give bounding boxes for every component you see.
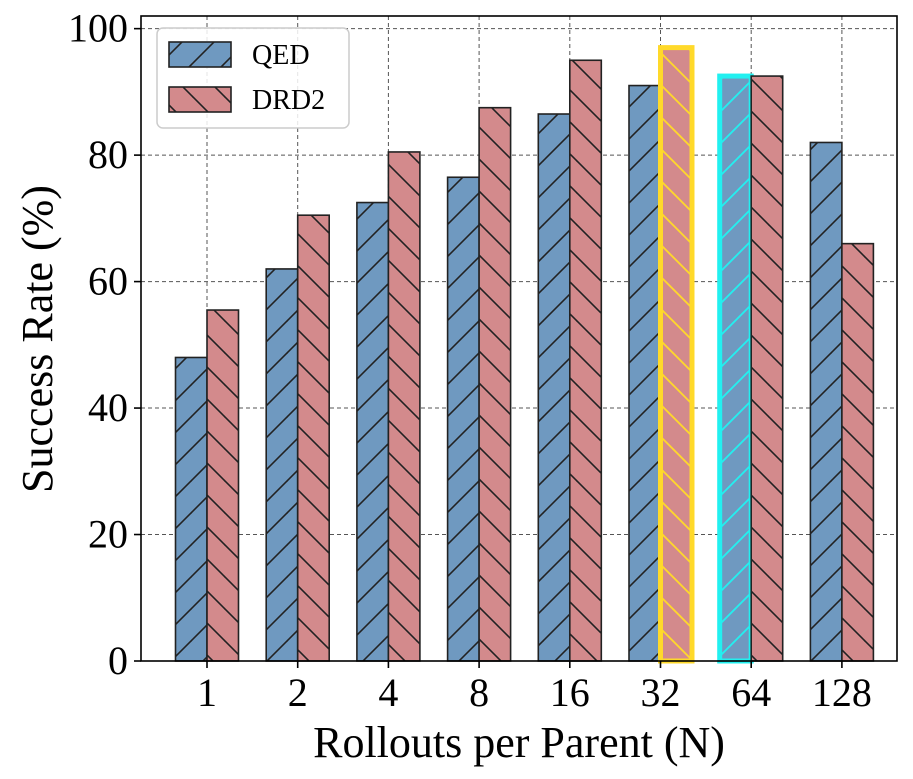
- legend-label-qed: QED: [252, 40, 310, 71]
- plot-frame: [140, 15, 898, 662]
- bar-drd2-64-hatch: [750, 75, 784, 662]
- bar-qed-128-hatch: [809, 141, 843, 662]
- x-tick-label-1: 1: [197, 670, 217, 715]
- bars: [174, 45, 875, 664]
- bar-drd2-16-hatch: [568, 59, 603, 662]
- y-tick-label-80: 80: [88, 132, 128, 177]
- bar-drd2-32-hatch: [658, 45, 695, 664]
- bar-qed-32-hatch: [628, 84, 662, 662]
- y-axis-title: Success Rate (%): [13, 185, 62, 493]
- bar-qed-8-hatch: [446, 176, 480, 662]
- x-tick-label-64: 64: [731, 670, 771, 715]
- bar-drd2-1-hatch: [206, 309, 240, 662]
- legend-swatch-drd2-hatch: [169, 87, 231, 112]
- legend-label-drd2: DRD2: [252, 85, 325, 116]
- y-tick-label-0: 0: [108, 638, 128, 683]
- bar-qed-1-hatch: [174, 356, 208, 662]
- bar-drd2-128-hatch: [841, 242, 875, 662]
- y-tick-label-100: 100: [68, 6, 128, 51]
- bar-drd2-8-hatch: [478, 106, 512, 662]
- x-axis-title: Rollouts per Parent (N): [313, 718, 725, 767]
- y-tick-label-60: 60: [88, 259, 128, 304]
- y-tick-label-40: 40: [88, 385, 128, 430]
- bar-qed-2-hatch: [265, 268, 299, 662]
- axis-ticks: 0 20 40 60 80 100 1 2 4 8 16 32 64 128: [68, 6, 872, 715]
- legend-swatch-qed-hatch: [169, 42, 231, 67]
- x-tick-label-128: 128: [812, 670, 872, 715]
- bar-drd2-2-hatch: [296, 214, 331, 662]
- x-tick-label-16: 16: [550, 670, 590, 715]
- x-tick-label-8: 8: [469, 670, 489, 715]
- bar-qed-16-hatch: [537, 113, 571, 662]
- x-tick-label-2: 2: [288, 670, 308, 715]
- bar-qed-64-hatch: [717, 73, 754, 664]
- bar-qed-4-hatch: [356, 201, 390, 662]
- x-tick-label-32: 32: [641, 670, 681, 715]
- x-tick-label-4: 4: [378, 670, 398, 715]
- y-tick-label-20: 20: [88, 512, 128, 557]
- legend: QED DRD2: [156, 27, 350, 129]
- bar-drd2-4-hatch: [387, 151, 421, 662]
